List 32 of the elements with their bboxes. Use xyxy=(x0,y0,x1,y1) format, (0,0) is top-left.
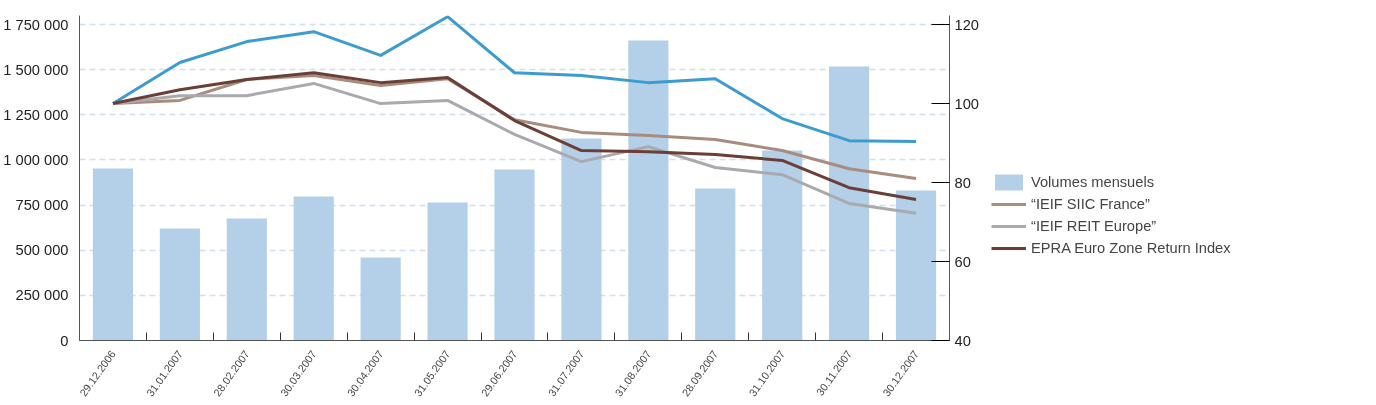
y-tick-label: 750 000 xyxy=(15,197,69,214)
bar xyxy=(226,218,267,341)
legend-label: Volumes mensuels xyxy=(1031,174,1155,190)
bar xyxy=(762,150,803,341)
y2-tick-label: 100 xyxy=(954,95,979,112)
y2-tick-label: 120 xyxy=(954,16,979,33)
y-tick-label: 1 500 000 xyxy=(3,61,69,78)
line-series xyxy=(111,71,918,202)
bar xyxy=(92,168,134,341)
y-tick-label: 1 750 000 xyxy=(3,16,69,33)
bar xyxy=(628,40,669,341)
line-series xyxy=(111,15,918,143)
bar xyxy=(159,228,200,341)
bar xyxy=(895,190,937,341)
y2-tick-label: 60 xyxy=(954,253,971,270)
legend-label: EPRA Euro Zone Return Index xyxy=(1031,240,1231,256)
bar xyxy=(561,138,602,341)
bar xyxy=(293,196,334,341)
bar xyxy=(829,66,870,341)
y2-tick-label: 40 xyxy=(954,332,971,349)
y-tick-label: 500 000 xyxy=(15,242,69,259)
bar xyxy=(494,169,535,341)
y-tick-label: 250 000 xyxy=(15,287,69,304)
legend-label: “IEIF SIIC France” xyxy=(1031,196,1150,212)
bar xyxy=(427,202,468,341)
y-tick-label: 0 xyxy=(60,332,69,349)
bar xyxy=(360,257,401,341)
y2-tick-label: 80 xyxy=(954,174,971,191)
legend-label: “IEIF REIT Europe” xyxy=(1031,218,1157,234)
y-tick-label: 1 000 000 xyxy=(3,151,69,168)
y-tick-label: 1 250 000 xyxy=(3,106,69,123)
bar xyxy=(695,188,736,341)
